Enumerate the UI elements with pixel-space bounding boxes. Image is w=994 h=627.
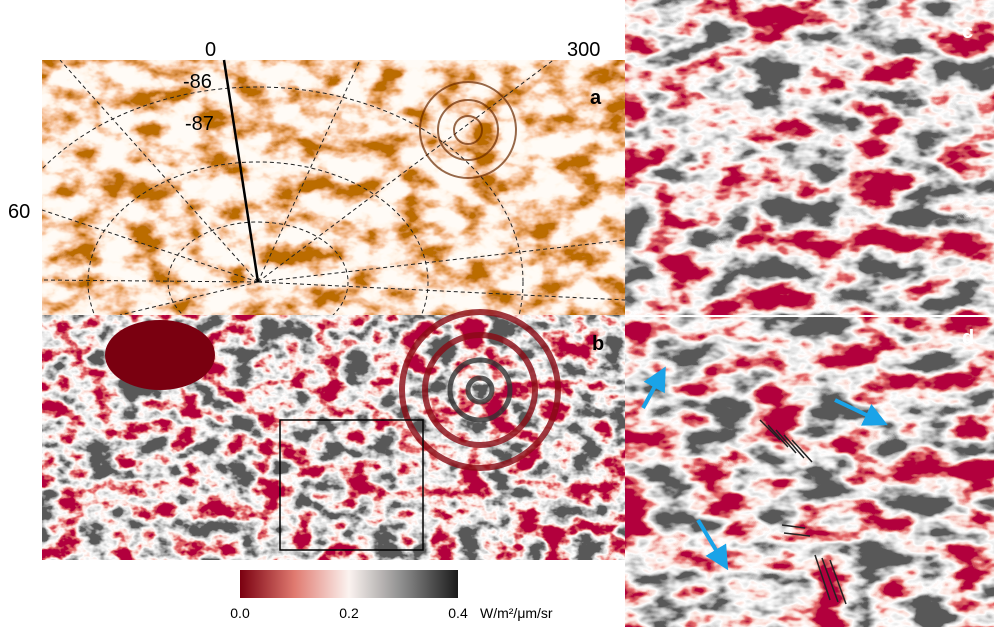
image-c <box>625 0 994 315</box>
coord-label: 0 <box>205 39 216 61</box>
vortex <box>399 309 561 471</box>
image-d <box>625 317 994 627</box>
meridian <box>222 59 260 283</box>
colorbar: W/m²/μm/sr 0.0 0.2 0.4 <box>230 570 553 621</box>
dark-patch <box>105 320 215 390</box>
arrows <box>641 366 888 571</box>
image-a <box>42 60 625 315</box>
panel-label: c <box>962 21 973 43</box>
panel-c: c <box>625 0 994 315</box>
panel-a: a 0 300 -86 -87 60 <box>8 39 625 315</box>
coord-label: -87 <box>185 113 214 135</box>
panel-d: d <box>625 317 994 627</box>
coord-label: 60 <box>8 201 30 223</box>
panel-label: b <box>592 333 604 355</box>
hatch <box>759 419 847 605</box>
colorbar-tick-label: 0.4 <box>448 605 468 621</box>
colorbar-gradient <box>240 570 458 598</box>
grid <box>42 60 625 315</box>
panel-label: a <box>590 87 602 109</box>
colorbar-tick-label: 0.0 <box>230 605 250 621</box>
coord-label: 300 <box>567 39 600 61</box>
vortex <box>419 81 517 179</box>
colorbar-unit: W/m²/μm/sr <box>480 605 553 621</box>
zoom-box <box>279 419 424 551</box>
coord-label: -86 <box>183 71 212 93</box>
panel-b: b <box>42 309 625 560</box>
panel-label: d <box>962 327 974 349</box>
colorbar-tick-label: 0.2 <box>339 605 359 621</box>
